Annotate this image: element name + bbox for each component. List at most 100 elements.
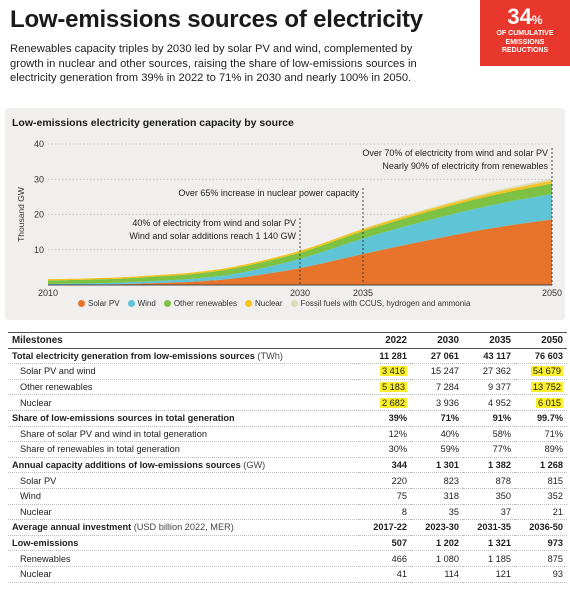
row-label-text: Nuclear — [20, 506, 52, 517]
row-value-text: 99.7% — [536, 413, 563, 424]
row-value-text: 1 185 — [488, 553, 511, 564]
row-value: 71% — [515, 426, 567, 443]
row-value-text: 12% — [388, 428, 407, 439]
row-label: Annual capacity additions of low-emissio… — [8, 457, 359, 474]
row-value-text: 41 — [396, 569, 407, 580]
row-value-text: 1 321 — [488, 538, 511, 549]
row-value: 75 — [359, 488, 411, 505]
row-value-text: 40% — [440, 428, 459, 439]
row-value-text: 21 — [552, 506, 563, 517]
row-value-text: 15 247 — [430, 366, 459, 377]
row-value: 15 247 — [411, 363, 463, 380]
row-value: 350 — [463, 488, 515, 505]
table-row: Share of renewables in total generation 3… — [8, 441, 567, 458]
table-row: Solar PV and wind 3 416 15 247 27 362 54 679 — [8, 363, 567, 380]
legend-label: Nuclear — [254, 299, 283, 308]
row-value-text: 71% — [440, 413, 459, 424]
y-tick-label: 10 — [34, 245, 44, 255]
row-value-text: 27 362 — [482, 366, 511, 377]
row-value-text: 344 — [391, 460, 407, 471]
legend-swatch — [244, 300, 252, 307]
row-value: 114 — [411, 566, 463, 583]
header-label: Milestones — [8, 332, 359, 349]
page-title: Low-emissions sources of electricity — [10, 6, 423, 33]
row-value-text: 2023-30 — [425, 522, 459, 533]
row-value: 30% — [359, 441, 411, 458]
row-label-text: Annual capacity additions of low-emissio… — [12, 460, 241, 471]
row-label: Wind — [8, 488, 359, 505]
row-label: Nuclear — [8, 504, 359, 521]
row-value-text: 2031-35 — [477, 522, 511, 533]
row-value: 1 185 — [463, 550, 515, 567]
row-value: 344 — [359, 457, 411, 474]
row-value: 3 936 — [411, 394, 463, 411]
row-value: 54 679 — [515, 363, 567, 380]
row-label-text: Solar PV — [20, 475, 57, 486]
row-label: Share of solar PV and wind in total gene… — [8, 426, 359, 443]
row-value: 58% — [463, 426, 515, 443]
row-value-text: 37 — [500, 506, 511, 517]
badge-caption-3: REDUCTIONS — [501, 47, 549, 54]
row-label-text: Low-emissions — [12, 538, 79, 549]
row-value-text: 1 268 — [540, 460, 563, 471]
row-value-text: 4 952 — [488, 397, 511, 408]
row-label: Nuclear — [8, 394, 359, 411]
row-value-text: 3 416 — [380, 366, 407, 377]
row-value-text: 3 936 — [436, 397, 459, 408]
row-value-text: 58% — [492, 428, 511, 439]
row-unit: (TWh) — [254, 350, 283, 361]
row-value: 2 682 — [359, 394, 411, 411]
row-value-text: 6 015 — [536, 397, 563, 408]
row-value: 466 — [359, 550, 411, 567]
legend-item: Wind — [127, 299, 156, 308]
row-value-text: 11 281 — [379, 350, 407, 361]
row-value-text: 5 183 — [380, 382, 407, 393]
table-row: Nuclear 41 114 121 93 — [8, 566, 567, 583]
row-label: Renewables — [8, 550, 359, 567]
row-value: 352 — [515, 488, 567, 505]
table-header-row: Milestones 2022 2030 2035 2050 — [8, 332, 567, 349]
row-value-text: 878 — [495, 475, 511, 486]
row-value-text: 35 — [448, 506, 459, 517]
legend-swatch — [78, 300, 85, 307]
row-value-text: 71% — [544, 428, 563, 439]
row-value-text: 75 — [396, 491, 407, 502]
row-label-text: Total electricity generation from low-em… — [12, 350, 255, 361]
table-row: Nuclear 2 682 3 936 4 952 6 015 — [8, 394, 567, 411]
annotation-text: Over 65% increase in nuclear power capac… — [178, 188, 359, 198]
emissions-badge: 34% OF CUMULATIVE EMISSIONS REDUCTIONS — [480, 0, 570, 66]
row-label: Total electricity generation from low-em… — [8, 348, 359, 365]
row-value: 8 — [359, 504, 411, 521]
area-series-2 — [48, 183, 552, 284]
row-value-text: 54 679 — [530, 366, 563, 377]
row-value: 21 — [515, 504, 567, 521]
annotation-text: 40% of electricity from wind and solar P… — [132, 218, 296, 228]
row-label-text: Solar PV and wind — [20, 366, 96, 377]
row-value: 1 321 — [463, 535, 515, 552]
row-value: 815 — [515, 472, 567, 489]
row-value-text: 9 377 — [488, 382, 511, 393]
row-value-text: 1 202 — [436, 538, 459, 549]
row-value: 507 — [359, 535, 411, 552]
badge-unit: % — [531, 13, 543, 27]
row-label: Other renewables — [8, 379, 359, 396]
row-value: 6 015 — [515, 394, 567, 411]
table-row: Other renewables 5 183 7 284 9 377 13 752 — [8, 379, 567, 396]
row-value: 1 202 — [411, 535, 463, 552]
row-value: 4 952 — [463, 394, 515, 411]
row-value-text: 30% — [388, 444, 407, 455]
row-label-text: Wind — [20, 491, 41, 502]
row-value-text: 91% — [492, 413, 511, 424]
legend-item: Other renewables — [163, 299, 237, 308]
row-value-text: 13 752 — [530, 382, 563, 393]
row-value-text: 875 — [547, 553, 563, 564]
row-value: 1 301 — [411, 457, 463, 474]
legend-item: Nuclear — [244, 299, 283, 308]
row-value-text: 815 — [547, 475, 563, 486]
row-value: 77% — [463, 441, 515, 458]
row-value: 71% — [411, 410, 463, 427]
row-value-text: 2017-22 — [373, 522, 407, 533]
header-year: 2030 — [411, 332, 463, 349]
row-value: 1 080 — [411, 550, 463, 567]
